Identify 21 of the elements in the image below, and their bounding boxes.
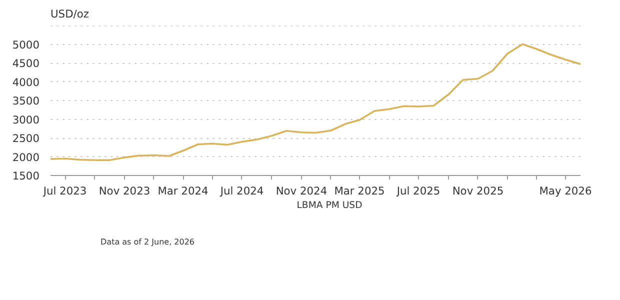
x-tick-label: Jul 2025 — [396, 184, 440, 198]
y-tick-label: 2000 — [12, 150, 40, 164]
y-tick-label: 3000 — [12, 113, 40, 126]
y-tick-label: 4500 — [12, 57, 40, 70]
x-tick-label: Jul 2023 — [42, 184, 87, 198]
y-tick-label: 3500 — [12, 94, 40, 108]
x-tick-label: Jul 2024 — [219, 184, 264, 198]
line-series — [50, 43, 580, 162]
x-tick-label: Nov 2023 — [98, 184, 150, 198]
y-axis-title: USD/oz — [50, 8, 90, 20]
text: Data as of 2 June, 2026 — [100, 238, 195, 246]
x-tick-label: Nov 2025 — [452, 184, 504, 198]
y-tick-label: 5000 — [12, 38, 40, 52]
x-tick-label: May 2026 — [539, 184, 592, 198]
x-tick-label: Nov 2024 — [276, 184, 328, 198]
x-tick-label: Mar 2025 — [334, 184, 385, 198]
y-tick-label: 4000 — [12, 76, 40, 89]
text: LBMA PM USD — [296, 200, 362, 211]
y-tick-label: 2500 — [12, 132, 40, 145]
y-tick-label: 1500 — [12, 170, 40, 182]
x-tick-label: Mar 2024 — [158, 184, 209, 198]
